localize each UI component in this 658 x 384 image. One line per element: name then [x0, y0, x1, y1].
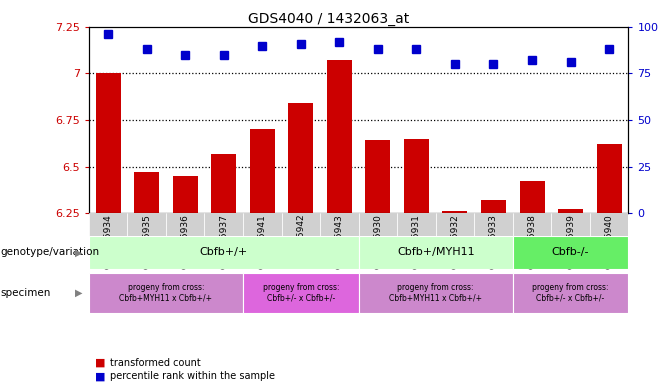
Text: GSM475940: GSM475940 [605, 214, 614, 268]
Text: GSM475939: GSM475939 [566, 214, 575, 269]
Bar [590, 213, 628, 236]
Text: progeny from cross:
Cbfb+MYH11 x Cbfb+/+: progeny from cross: Cbfb+MYH11 x Cbfb+/+ [389, 283, 482, 303]
Bar [404, 139, 429, 213]
Bar [551, 213, 590, 236]
Text: specimen: specimen [0, 288, 51, 298]
Bar [481, 200, 506, 213]
Text: ▶: ▶ [75, 288, 82, 298]
Bar [205, 213, 243, 236]
Bar [359, 213, 397, 236]
Text: Cbfb+/MYH11: Cbfb+/MYH11 [397, 247, 474, 258]
Bar [513, 273, 628, 313]
Text: GSM475930: GSM475930 [373, 214, 382, 269]
Text: GSM475938: GSM475938 [528, 214, 536, 269]
Bar [359, 273, 513, 313]
Bar [520, 182, 545, 213]
Bar [513, 213, 551, 236]
Text: Cbfb+/+: Cbfb+/+ [199, 247, 248, 258]
Bar [359, 236, 513, 269]
Bar [89, 213, 128, 236]
Bar [211, 154, 236, 213]
Text: GSM475942: GSM475942 [296, 214, 305, 268]
Text: ■: ■ [95, 371, 106, 381]
Bar [365, 141, 390, 213]
Bar [288, 103, 313, 213]
Bar [474, 213, 513, 236]
Text: GSM475936: GSM475936 [181, 214, 190, 269]
Text: percentile rank within the sample: percentile rank within the sample [110, 371, 275, 381]
Bar [172, 176, 197, 213]
Bar [95, 73, 120, 213]
Bar [320, 213, 359, 236]
Bar [243, 213, 282, 236]
Bar [282, 213, 320, 236]
Bar [89, 236, 359, 269]
Text: GSM475933: GSM475933 [489, 214, 498, 269]
Text: ▶: ▶ [75, 247, 82, 258]
Bar [436, 213, 474, 236]
Text: Cbfb-/-: Cbfb-/- [552, 247, 590, 258]
Text: ■: ■ [95, 358, 106, 368]
Bar [89, 273, 243, 313]
Bar [558, 209, 583, 213]
Bar [250, 129, 275, 213]
Bar [597, 144, 622, 213]
Text: GSM475943: GSM475943 [335, 214, 344, 268]
Text: transformed count: transformed count [110, 358, 201, 368]
Text: GSM475931: GSM475931 [412, 214, 421, 269]
Text: genotype/variation: genotype/variation [0, 247, 99, 258]
Bar [166, 213, 205, 236]
Text: GSM475935: GSM475935 [142, 214, 151, 269]
Text: progeny from cross:
Cbfb+/- x Cbfb+/-: progeny from cross: Cbfb+/- x Cbfb+/- [263, 283, 339, 303]
Bar [513, 236, 628, 269]
Bar [243, 273, 359, 313]
Text: progeny from cross:
Cbfb+/- x Cbfb+/-: progeny from cross: Cbfb+/- x Cbfb+/- [532, 283, 609, 303]
Text: GDS4040 / 1432063_at: GDS4040 / 1432063_at [248, 12, 410, 25]
Text: GSM475932: GSM475932 [451, 214, 459, 268]
Text: GSM475937: GSM475937 [219, 214, 228, 269]
Text: GSM475941: GSM475941 [258, 214, 266, 268]
Text: progeny from cross:
Cbfb+MYH11 x Cbfb+/+: progeny from cross: Cbfb+MYH11 x Cbfb+/+ [119, 283, 213, 303]
Bar [442, 211, 467, 213]
Bar [134, 172, 159, 213]
Bar [327, 60, 352, 213]
Text: GSM475934: GSM475934 [103, 214, 113, 268]
Bar [128, 213, 166, 236]
Bar [397, 213, 436, 236]
